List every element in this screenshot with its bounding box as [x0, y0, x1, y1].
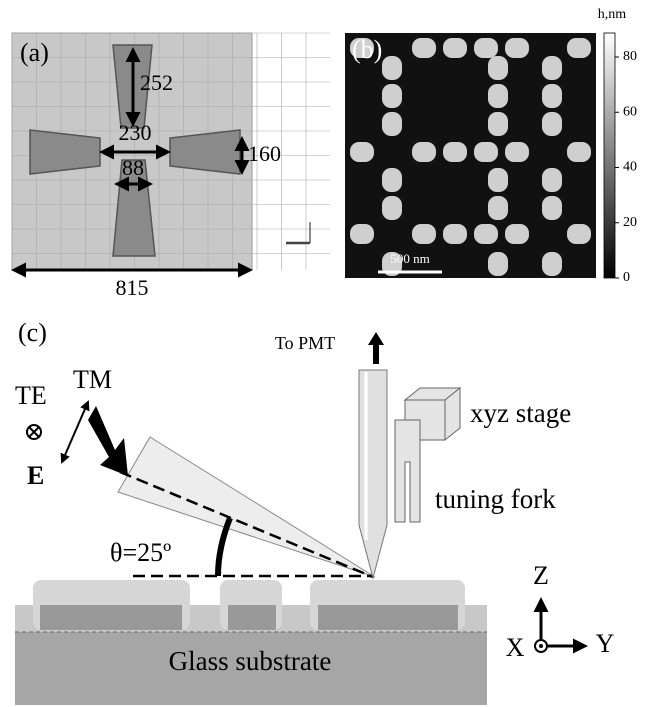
blob	[542, 252, 562, 276]
fiber-tip	[359, 370, 387, 578]
polarization-label: TE	[15, 381, 47, 410]
axis-label: X	[506, 633, 525, 662]
blob	[488, 56, 508, 80]
panel-label: (b)	[352, 35, 382, 64]
polarization-arrow	[62, 402, 88, 462]
blob	[474, 142, 498, 162]
blob	[542, 56, 562, 80]
panel-a: (a) 252 230 160 88 815	[12, 33, 330, 300]
incident-arrow	[88, 406, 128, 476]
blob	[505, 142, 529, 162]
blob	[350, 142, 374, 162]
blob	[382, 196, 402, 220]
colorbar-tick-label: 40	[623, 160, 637, 175]
blob	[488, 168, 508, 192]
te-symbol	[27, 425, 41, 439]
blob	[488, 196, 508, 220]
colorbar-ticks: 80 60 40 20 0	[615, 49, 637, 285]
blob	[443, 142, 467, 162]
blob	[382, 84, 402, 108]
blob	[567, 38, 591, 58]
blob	[382, 112, 402, 136]
field-label: E	[27, 461, 44, 490]
blob	[488, 84, 508, 108]
colorbar-title: h,nm	[598, 7, 627, 22]
panel-label: (a)	[20, 38, 49, 67]
dimension-label: 88	[122, 155, 144, 180]
axis-glyph	[286, 222, 310, 243]
blob	[542, 112, 562, 136]
panel-b: 500 nm (b) h,nm 80 60 40 20 0	[345, 7, 637, 285]
stage-label: xyz stage	[470, 398, 571, 428]
colorbar-tick-label: 0	[623, 270, 630, 285]
panel-c: (c) Glass substrate θ=25º TE TM E To PMT…	[15, 318, 615, 705]
antenna	[30, 130, 100, 174]
axis-label: Y	[596, 629, 615, 658]
blob	[382, 168, 402, 192]
blob	[474, 38, 498, 58]
antenna	[170, 130, 240, 174]
blob	[567, 142, 591, 162]
blob	[488, 252, 508, 276]
fork-label: tuning fork	[435, 484, 556, 514]
blob	[443, 38, 467, 58]
blob	[505, 224, 529, 244]
blob	[350, 224, 374, 244]
structures	[33, 580, 465, 630]
blob	[567, 224, 591, 244]
blob	[412, 142, 436, 162]
blob	[542, 84, 562, 108]
substrate-label: Glass substrate	[169, 646, 332, 676]
axes	[535, 600, 585, 652]
polarization-label: TM	[73, 365, 112, 394]
angle-arc	[218, 518, 230, 576]
blob	[412, 224, 436, 244]
dimension-label: 815	[116, 275, 149, 300]
blob	[474, 224, 498, 244]
blob	[542, 196, 562, 220]
blob	[542, 168, 562, 192]
blob	[443, 224, 467, 244]
blob	[488, 112, 508, 136]
scale-bar-label: 500 nm	[390, 251, 429, 266]
dimension-label: 230	[119, 120, 152, 145]
colorbar-tick-label: 80	[623, 49, 637, 64]
detector-label: To PMT	[275, 333, 335, 353]
figure: (a) 252 230 160 88 815 500 nm (b) h,nm 8…	[0, 0, 647, 707]
axis-label: Z	[533, 561, 549, 590]
angle-label: θ=25º	[110, 538, 171, 567]
dimension-label: 160	[248, 141, 281, 166]
panel-label: (c)	[18, 318, 47, 347]
colorbar-tick-label: 60	[623, 104, 637, 119]
dimension-label: 252	[140, 70, 173, 95]
blob	[505, 38, 529, 58]
blob	[412, 38, 436, 58]
pmt-arrow	[368, 332, 384, 364]
colorbar	[604, 33, 615, 278]
colorbar-tick-label: 20	[623, 215, 637, 230]
blob	[382, 56, 402, 80]
